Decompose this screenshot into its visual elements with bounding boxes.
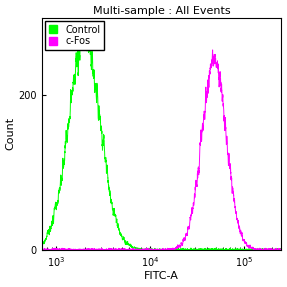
c-Fos xyxy=(143,247,146,251)
Control xyxy=(68,121,71,124)
c-Fos xyxy=(145,248,148,252)
c-Fos xyxy=(211,48,214,52)
c-Fos xyxy=(250,247,253,250)
c-Fos xyxy=(40,247,44,251)
Control xyxy=(80,28,84,32)
Line: Control: Control xyxy=(42,30,282,250)
Legend: Control, c-Fos: Control, c-Fos xyxy=(44,21,104,50)
Line: c-Fos: c-Fos xyxy=(42,50,282,250)
Control xyxy=(143,248,146,251)
Control xyxy=(82,40,86,44)
Control xyxy=(250,248,253,251)
c-Fos xyxy=(280,248,283,252)
c-Fos xyxy=(275,248,279,251)
Control xyxy=(185,248,189,252)
Control xyxy=(280,248,283,251)
c-Fos xyxy=(132,248,136,251)
c-Fos xyxy=(82,248,86,251)
c-Fos xyxy=(68,248,71,251)
Control xyxy=(40,241,44,245)
X-axis label: FITC-A: FITC-A xyxy=(144,272,179,282)
Title: Multi-sample : All Events: Multi-sample : All Events xyxy=(93,5,230,15)
Control xyxy=(275,248,279,251)
Control xyxy=(132,246,136,249)
Y-axis label: Count: Count xyxy=(5,117,15,150)
